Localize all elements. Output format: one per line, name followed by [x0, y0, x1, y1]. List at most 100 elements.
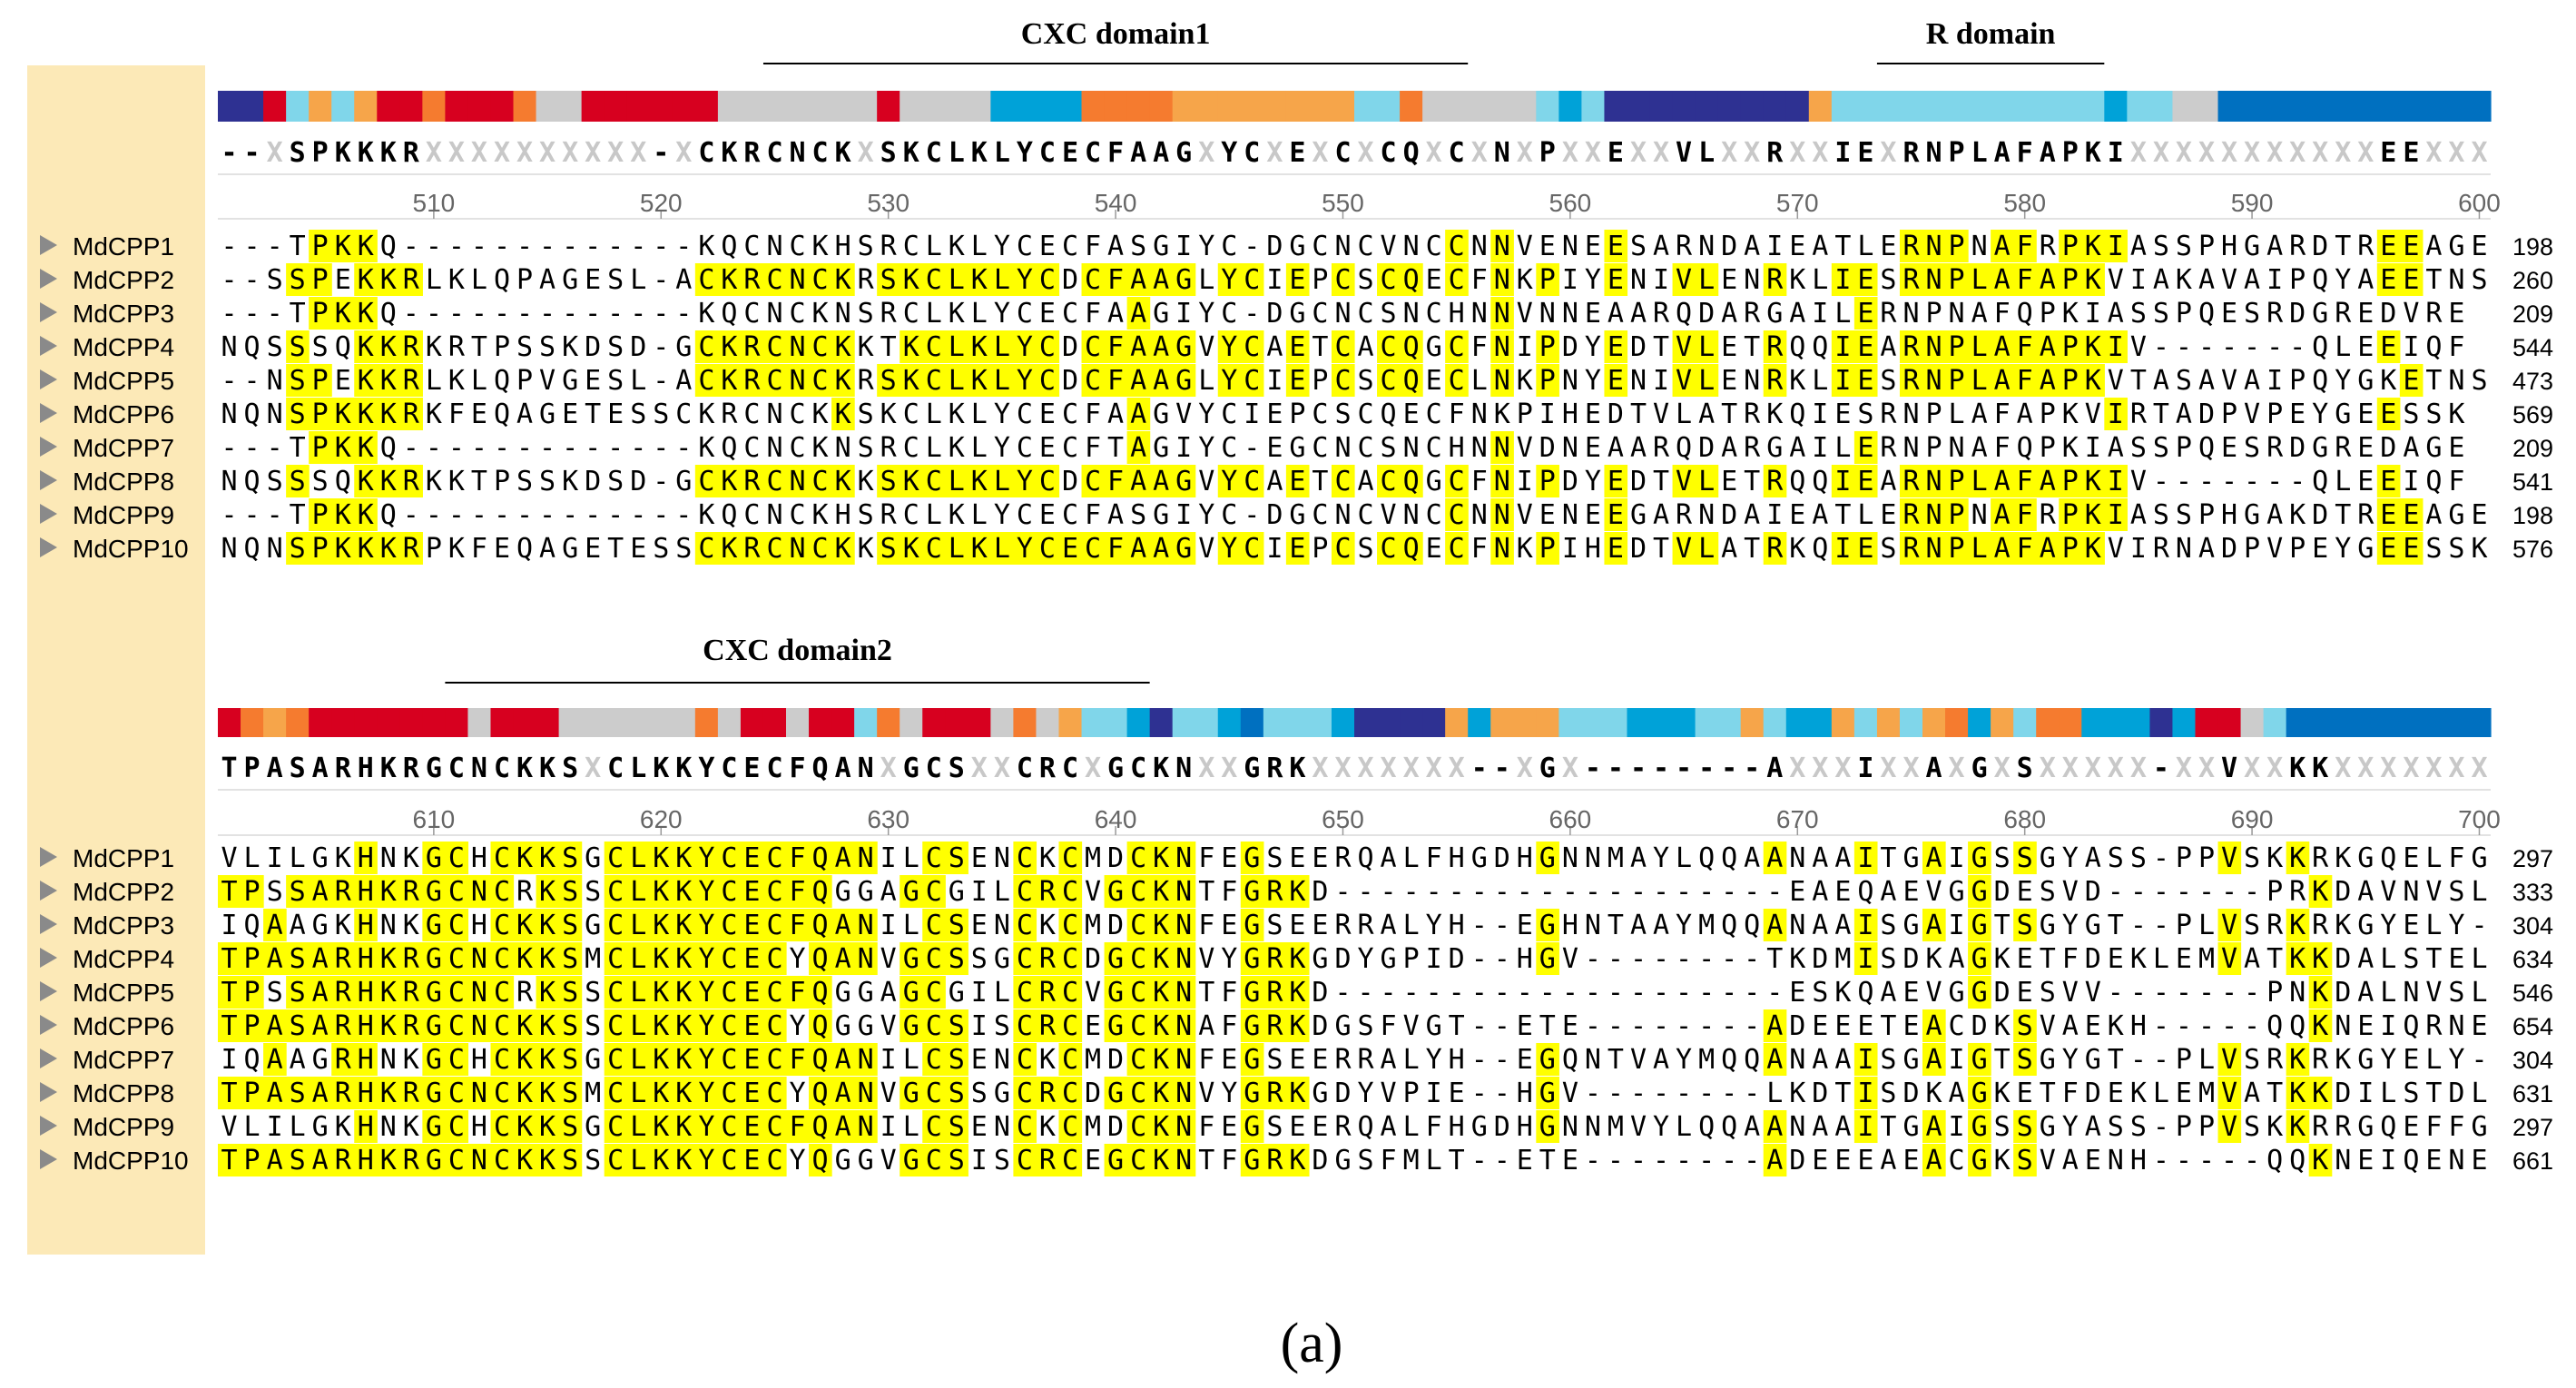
residue: R [2266, 432, 2284, 464]
ruler-tick-label: 670 [1776, 805, 1819, 833]
consensus-residue: C [698, 137, 714, 169]
residue: G [1175, 365, 1192, 397]
conservation-cell [2354, 91, 2378, 122]
residue: E [1880, 499, 1896, 531]
residue: - [2266, 466, 2283, 497]
residue: T [2040, 1078, 2056, 1109]
identity-highlight [2036, 330, 2060, 363]
consensus-residue: X [2130, 753, 2147, 784]
identity-highlight [1081, 263, 1106, 296]
consensus-residue: C [607, 753, 624, 784]
identity-highlight [2081, 330, 2105, 363]
consensus-residue: X [2357, 137, 2374, 169]
conservation-cell [2240, 708, 2265, 737]
residue: Q [721, 298, 737, 330]
residue: C [494, 842, 510, 874]
residue: E [1221, 910, 1237, 941]
residue: K [335, 1111, 351, 1143]
conservation-cell [331, 708, 355, 737]
residue: C [766, 1044, 782, 1076]
conservation-cell [2376, 708, 2401, 737]
residue: H [2221, 231, 2237, 262]
residue: K [812, 432, 829, 464]
residue: G [2040, 1111, 2056, 1143]
residue: K [2085, 466, 2101, 497]
residue: V [2266, 533, 2283, 565]
residue: S [290, 876, 306, 908]
residue: K [675, 1078, 692, 1109]
consensus-residue: K [2085, 137, 2101, 169]
residue: C [1334, 466, 1351, 497]
residue: L [630, 1078, 646, 1109]
residue: G [1289, 432, 1305, 464]
identity-highlight [286, 263, 310, 296]
residue: Y [2380, 910, 2396, 941]
residue: C [766, 943, 782, 975]
triangle-right-icon[interactable] [40, 302, 57, 322]
identity-highlight [1445, 263, 1469, 296]
triangle-right-icon[interactable] [40, 336, 57, 356]
conservation-cell [2399, 91, 2424, 122]
conservation-cell [1536, 91, 1559, 122]
residue: Q [2289, 1010, 2306, 1042]
residue: G [426, 876, 442, 908]
identity-highlight [2059, 263, 2082, 296]
residue: N [1471, 231, 1488, 262]
residue: I [221, 910, 237, 941]
residue: C [1085, 533, 1101, 565]
residue: E [1221, 1111, 1237, 1143]
sequence-end-position: 631 [2512, 1080, 2553, 1107]
residue: C [1062, 876, 1078, 908]
residue: H [1517, 1111, 1533, 1143]
ruler-tick-label: 650 [1322, 805, 1364, 833]
residue: A [1925, 1145, 1942, 1176]
residue: V [1517, 298, 1533, 330]
residue: N [380, 1044, 397, 1076]
residue: A [2108, 432, 2124, 464]
residue: L [1857, 231, 1873, 262]
residue: Y [1221, 365, 1237, 397]
triangle-right-icon[interactable] [40, 269, 57, 289]
residue: G [1539, 943, 1556, 975]
residue: N [1175, 910, 1192, 941]
residue: I [2085, 298, 2101, 330]
residue: - [1494, 943, 1510, 975]
residue: E [1312, 1044, 1328, 1076]
residue: - [1676, 876, 1692, 908]
sequence-row: MdCPP2- - S S P E K K R L K L Q P A G E S L - A C K R C N C K R S K C L K… [40, 263, 2553, 296]
residue: E [2221, 298, 2237, 330]
residue: F [1107, 533, 1124, 565]
residue: A [1994, 331, 2011, 363]
residue: R [403, 264, 420, 296]
residue: K [539, 943, 556, 975]
residue: A [267, 1044, 283, 1076]
residue: H [358, 910, 374, 941]
residue: T [1721, 399, 1737, 430]
residue: F [1221, 977, 1237, 1009]
residue: - [1653, 876, 1669, 908]
sequence-name: MdCPP7 [73, 434, 174, 462]
residue: Y [1221, 1078, 1237, 1109]
residue: G [426, 842, 442, 874]
residue: K [335, 231, 351, 262]
residue: E [2380, 533, 2396, 565]
residue: F [2425, 1111, 2442, 1143]
residue: - [1744, 1145, 1760, 1176]
residue: D [1494, 1111, 1510, 1143]
residue: G [585, 910, 601, 941]
residue: N [766, 298, 782, 330]
residue: G [1107, 1010, 1124, 1042]
residue: S [2130, 432, 2147, 464]
residue: K [562, 331, 578, 363]
residue: N [1175, 1010, 1192, 1042]
residue: K [403, 842, 419, 874]
residue: E [2357, 432, 2374, 464]
residue: - [267, 499, 283, 531]
residue: E [2312, 533, 2328, 565]
residue: K [2085, 231, 2101, 262]
consensus-residue: S [880, 137, 897, 169]
residue: S [312, 331, 329, 363]
residue: T [1834, 499, 1851, 531]
triangle-right-icon[interactable] [40, 235, 57, 255]
consensus-residue: A [2040, 137, 2056, 169]
